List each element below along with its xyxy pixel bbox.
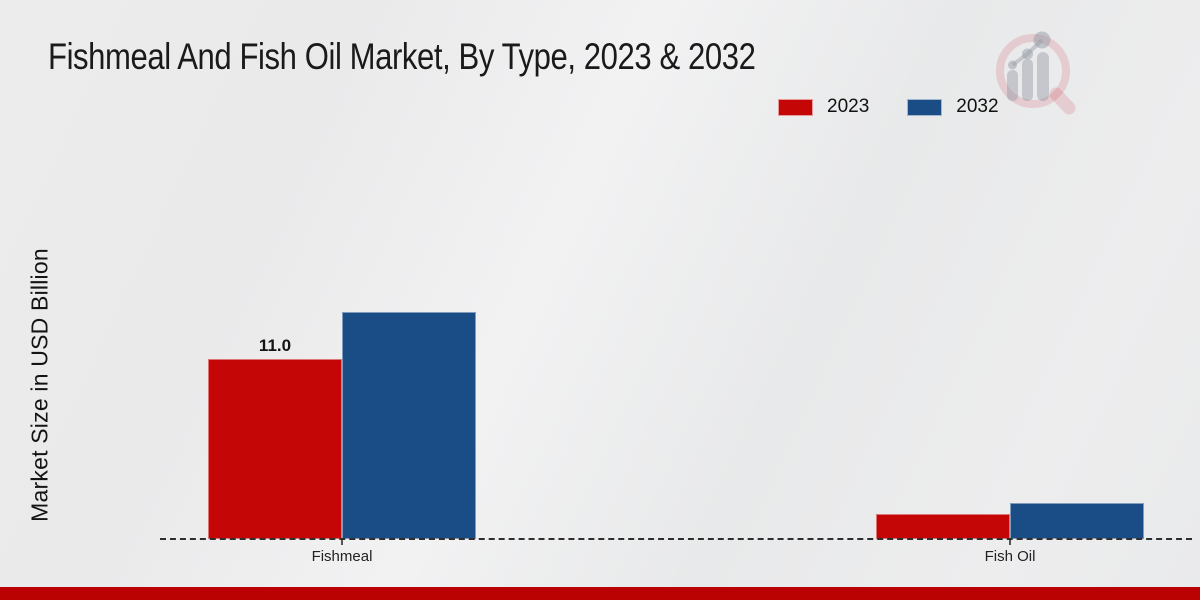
bar-2032-fish-oil [1010, 503, 1144, 539]
chart-title: Fishmeal And Fish Oil Market, By Type, 2… [48, 36, 756, 77]
legend-item-2023: 2023 [778, 96, 869, 118]
legend: 2023 2032 [778, 96, 999, 118]
x-tick-label-fish-oil: Fish Oil [984, 548, 1036, 565]
legend-swatch-2032 [907, 98, 943, 116]
legend-label-2023: 2023 [827, 96, 870, 117]
legend-label-2032: 2032 [956, 96, 999, 117]
legend-swatch-2023 [778, 98, 813, 116]
bar-2023-fishmeal [208, 359, 342, 539]
value-label-2023-fishmeal: 11.0 [258, 336, 292, 355]
legend-item-2032: 2032 [907, 96, 999, 118]
bar-2023-fish-oil [876, 514, 1010, 539]
bar-2032-fishmeal [342, 312, 476, 539]
magnifier-growth-chart-icon [996, 31, 1076, 115]
footer-accent-bar [0, 587, 1200, 600]
x-tick-label-fishmeal: Fishmeal [311, 548, 373, 565]
x-tick-fish-oil [1009, 540, 1011, 545]
x-axis-baseline [160, 538, 1192, 540]
x-tick-fishmeal [341, 540, 343, 545]
